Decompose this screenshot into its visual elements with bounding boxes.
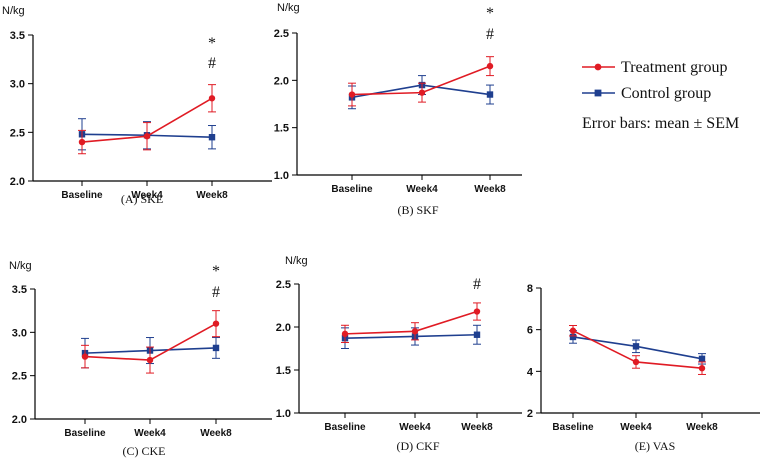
- legend-note: Error bars: mean ± SEM: [582, 115, 739, 132]
- series-line: [344, 333, 478, 339]
- y-tick-label: 1.5: [276, 365, 291, 377]
- significance-asterisk: *: [208, 35, 216, 52]
- data-point-circle: [486, 62, 494, 70]
- significance-asterisk: *: [212, 263, 220, 280]
- data-point-square: [212, 344, 220, 352]
- x-tick-label: Week8: [474, 184, 506, 195]
- significance-hash: #: [212, 284, 220, 301]
- legend-item-control: Control group: [582, 85, 711, 102]
- treatment-series: [81, 310, 220, 374]
- data-point-circle: [348, 91, 356, 98]
- treatment-series: [348, 56, 494, 107]
- x-tick-label: Week8: [200, 428, 232, 439]
- y-tick-label: 3.5: [12, 284, 27, 296]
- y-tick-label: 3.0: [12, 327, 27, 339]
- legend-item-treatment: Treatment group: [582, 59, 728, 76]
- legend-label: Treatment group: [621, 59, 728, 76]
- y-unit-label: N/kg: [2, 5, 25, 17]
- y-tick-label: 2: [527, 408, 533, 420]
- x-tick-label: Week8: [686, 422, 718, 433]
- y-tick-label: 6: [527, 325, 533, 337]
- panel-caption: (B) SKF: [397, 203, 438, 217]
- significance-hash: #: [486, 26, 494, 43]
- y-tick-label: 8: [527, 283, 533, 295]
- x-tick-label: Week8: [196, 190, 228, 201]
- data-point-square: [698, 355, 706, 363]
- x-tick-label: Week4: [131, 190, 163, 201]
- significance-hash: #: [208, 55, 216, 72]
- treatment-series: [341, 302, 481, 343]
- data-point-circle: [632, 358, 640, 366]
- legend: Treatment group Control group Error bars: …: [582, 59, 739, 132]
- x-tick-label: Week4: [134, 428, 166, 439]
- y-tick-label: 2.0: [274, 75, 289, 87]
- panel-b: 1.0 1.5 2.0 2.5 Baseline Week4 Week8 N/kg (B) SK…: [274, 2, 522, 217]
- data-point-square: [486, 91, 494, 98]
- panel-caption: (C) CKE: [123, 444, 166, 458]
- x-tick-label: Week4: [620, 422, 652, 433]
- panel-caption: (A) SKE: [121, 192, 163, 206]
- x-tick-label: Baseline: [324, 422, 366, 433]
- y-unit-label: N/kg: [9, 260, 32, 272]
- panel-e: 2 4 6 8 Baseline Week4 Week8 (E) VAS: [527, 283, 760, 453]
- data-point-circle: [698, 365, 706, 372]
- y-tick-label: 1.5: [274, 123, 289, 135]
- panel-a: 2.0 2.5 3.0 3.5 Baseline Week4 Week8 N/kg (A) SK…: [2, 5, 272, 206]
- y-tick-label: 3.0: [10, 79, 25, 91]
- data-point-square: [208, 134, 216, 141]
- data-point-circle: [212, 320, 220, 327]
- y-tick-label: 2.5: [274, 28, 289, 40]
- x-tick-label: Baseline: [64, 428, 106, 439]
- legend-marker-circle: [594, 63, 602, 71]
- x-tick-label: Week4: [399, 422, 431, 433]
- data-point-circle: [143, 133, 151, 140]
- treatment-series: [78, 84, 216, 155]
- y-tick-label: 3.5: [10, 30, 25, 42]
- x-tick-label: Baseline: [552, 422, 594, 433]
- data-point-square: [569, 333, 577, 341]
- y-unit-label: N/kg: [277, 2, 300, 14]
- panel-d: 1.0 1.5 2.0 2.5 Baseline Week4 Week8 N/kg (D) CK…: [276, 255, 522, 453]
- data-point-circle: [78, 138, 86, 146]
- significance-asterisk: *: [486, 5, 494, 22]
- data-point-circle: [473, 308, 481, 315]
- control-series: [569, 330, 706, 365]
- y-tick-label: 1.0: [276, 408, 291, 420]
- legend-label: Control group: [621, 85, 711, 102]
- data-point-square: [632, 343, 640, 350]
- y-tick-label: 2.5: [12, 371, 27, 383]
- y-tick-label: 2.0: [10, 176, 25, 188]
- significance-hash: #: [473, 276, 481, 293]
- y-unit-label: N/kg: [285, 255, 308, 267]
- data-point-circle: [81, 353, 89, 360]
- data-point-circle: [569, 327, 577, 334]
- x-tick-label: Week4: [406, 184, 438, 195]
- y-tick-label: 1.0: [274, 170, 289, 182]
- panel-caption: (D) CKF: [396, 439, 439, 453]
- data-point-circle: [146, 356, 154, 364]
- legend-marker-square: [594, 89, 602, 97]
- x-tick-label: Week8: [461, 422, 493, 433]
- x-tick-label: Baseline: [331, 184, 373, 195]
- x-tick-label: Baseline: [61, 190, 103, 201]
- y-tick-label: 4: [527, 366, 534, 378]
- control-series: [341, 324, 481, 349]
- data-point-circle: [418, 89, 426, 96]
- data-point-circle: [208, 95, 216, 102]
- treatment-series: [569, 325, 706, 375]
- y-tick-label: 2.0: [276, 322, 291, 334]
- data-point-square: [473, 331, 481, 338]
- y-tick-label: 2.5: [10, 127, 25, 139]
- y-tick-label: 2.0: [12, 414, 27, 426]
- y-tick-label: 2.5: [276, 279, 291, 291]
- panel-caption: (E) VAS: [635, 439, 676, 453]
- data-point-circle: [411, 328, 419, 335]
- panel-c: 2.0 2.5 3.0 3.5 Baseline Week4 Week8 N/kg (C) CK…: [9, 260, 272, 458]
- data-point-circle: [341, 330, 349, 338]
